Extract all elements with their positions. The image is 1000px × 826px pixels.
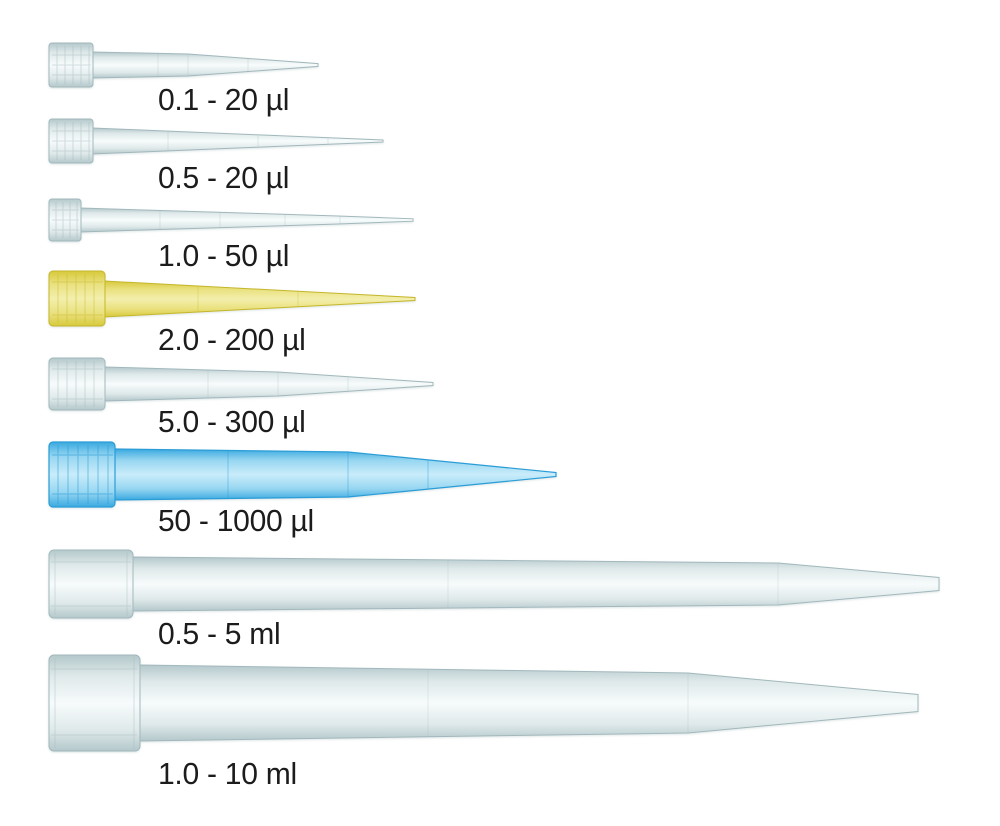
tip-volume-label: 1.0 - 10 ml [158,756,297,791]
tip-collar [48,118,94,164]
body-seams [159,210,341,230]
tip-volume-label: 0.5 - 20 µl [158,160,290,195]
tip-volume-label: 2.0 - 200 µl [158,322,306,357]
collar-ribs [52,202,79,238]
pipette-tip-50-1000ul-blue [48,441,558,508]
body-seams [167,131,329,151]
body-seams [207,370,349,398]
collar-ribs [52,122,91,160]
pipette-tip-0_1-20ul [48,40,323,90]
collar-ribs [52,46,91,84]
tip-body [132,556,940,612]
tip-body [139,664,919,742]
tip-body [91,127,384,155]
pipette-tip-1-50ul [48,197,416,243]
body-seams [227,450,429,499]
tip-volume-label: 0.5 - 5 ml [158,616,281,651]
tip-volume-label: 50 - 1000 µl [158,503,314,538]
tip-volume-label: 0.1 - 20 µl [158,82,290,117]
tip-collar [48,549,134,619]
tip-body [91,51,319,79]
collar-ribs [51,657,137,749]
pipette-tip-0_5-5ml [48,549,941,619]
collar-ribs [52,274,103,323]
tip-body [113,448,557,501]
pipette-tip-2-200ul-yellow [48,270,418,327]
tip-volume-label: 5.0 - 300 µl [158,404,306,439]
tip-collar [48,270,106,327]
tip-volume-label: 1.0 - 50 µl [158,238,290,273]
body-seams [447,560,779,608]
tip-collar [48,198,82,242]
pipette-tip-0_5-20ul [48,116,388,166]
collar-ribs [51,552,131,616]
tip-collar [48,441,116,508]
body-seams [197,286,299,311]
tip-collar [48,357,106,411]
tip-body [103,366,434,402]
pipette-tip-1-10ml [48,653,920,759]
tip-collar [48,42,94,88]
tip-body [103,280,416,318]
body-seams [157,53,249,77]
collar-ribs [52,445,113,504]
pipette-tip-5-300ul [48,356,436,411]
body-seams [427,669,689,737]
tip-body [79,207,414,233]
tip-collar [48,654,141,752]
collar-ribs [52,361,103,407]
